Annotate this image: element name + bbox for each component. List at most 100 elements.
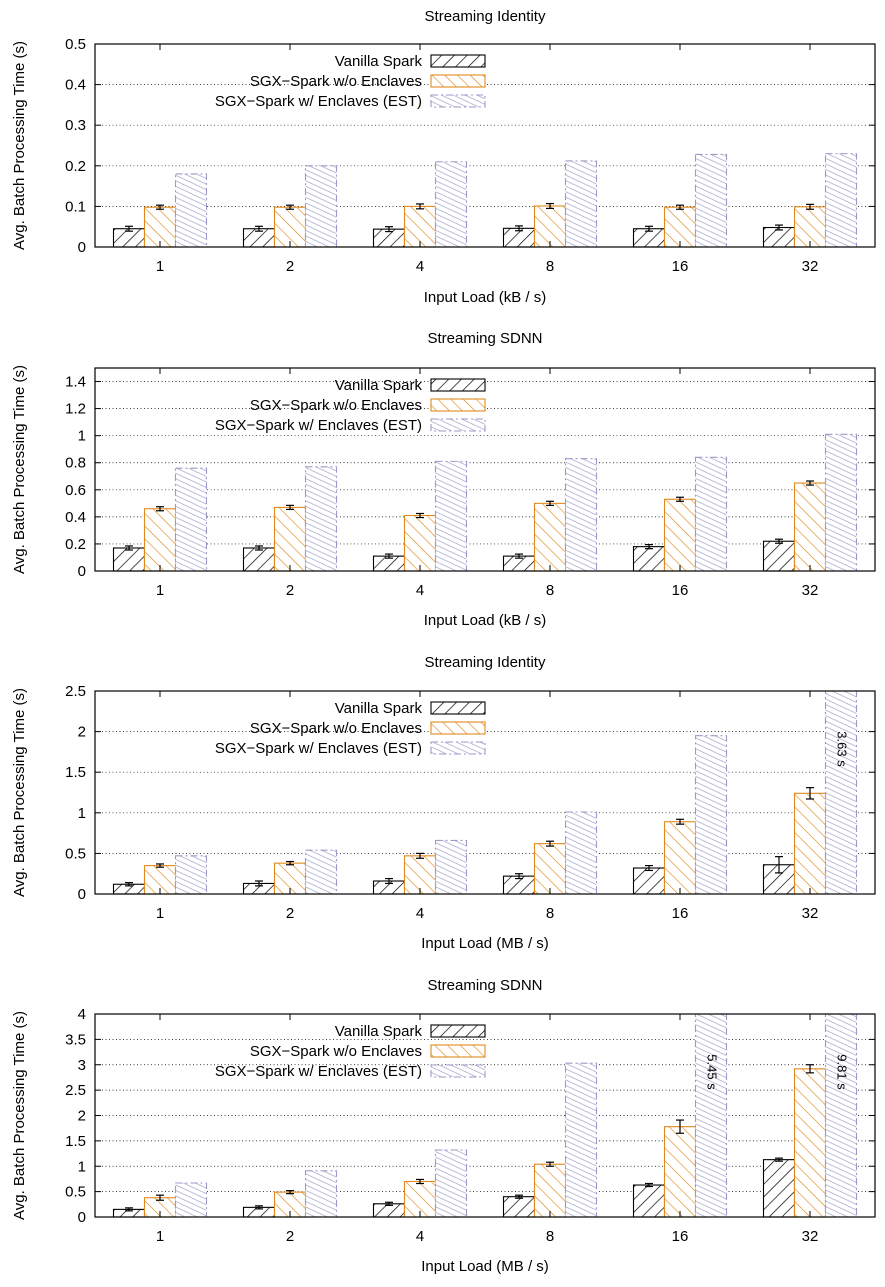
y-tick-label: 0.3: [65, 117, 86, 134]
y-tick-label: 0: [78, 1209, 86, 1226]
bar-sgx-no-enclave-16: [663, 1126, 697, 1218]
error-bar-sgx-no-enclave-8: [546, 202, 554, 210]
y-tick-label: 0: [78, 563, 86, 580]
x-tick-label: 32: [802, 1228, 819, 1245]
plot-frame: [94, 367, 876, 572]
bar-sgx-enclave-16: [694, 1013, 728, 1218]
error-bar-vanilla-16: [645, 864, 653, 872]
x-tick-label: 1: [156, 1228, 164, 1245]
bar-sgx-no-enclave-1: [143, 508, 177, 572]
bar-sgx-no-enclave-8: [533, 843, 567, 895]
error-bar-vanilla-16: [645, 1182, 653, 1188]
legend-label-vanilla: Vanilla Spark: [335, 377, 423, 394]
bar-sgx-enclave-32: [824, 690, 858, 895]
bar-sgx-enclave-8: [564, 1062, 598, 1218]
legend: Vanilla Spark SGX−Spark w/o Enclaves SGX−S…: [215, 1023, 486, 1080]
error-bar-sgx-no-enclave-4: [416, 1178, 424, 1185]
bar-sgx-enclave-1: [174, 1182, 208, 1218]
error-bar-sgx-no-enclave-2: [286, 1190, 294, 1195]
error-bar-vanilla-2: [255, 1205, 263, 1210]
bar-vanilla-2: [242, 547, 276, 572]
y-axis-label: Avg. Batch Processing Time (s): [11, 688, 28, 897]
error-bar-sgx-no-enclave-1: [156, 506, 164, 512]
y-tick-label: 0.4: [65, 77, 86, 94]
error-bar-vanilla-1: [125, 1207, 133, 1212]
legend-swatch-sgx-no-enclave: [430, 74, 486, 88]
x-axis-label: Input Load (MB / s): [421, 1258, 549, 1275]
y-axis-label: Avg. Batch Processing Time (s): [11, 1011, 28, 1220]
error-bar-sgx-no-enclave-4: [416, 512, 424, 519]
bar-sgx-no-enclave-16: [663, 821, 697, 895]
legend-label-sgx-no-enclave: SGX−Spark w/o Enclaves: [250, 397, 422, 414]
error-bar-vanilla-4: [385, 226, 393, 233]
bar-sgx-enclave-8: [564, 160, 598, 248]
bar-sgx-enclave-4: [434, 1149, 468, 1218]
legend: Vanilla Spark SGX−Spark w/o Enclaves SGX−S…: [215, 53, 486, 110]
bar-sgx-enclave-32: [824, 433, 858, 572]
error-bar-sgx-no-enclave-1: [156, 204, 164, 210]
bar-sgx-enclave-1: [174, 173, 208, 248]
x-tick-label: 8: [546, 1228, 554, 1245]
y-tick-label: 4: [78, 1006, 86, 1023]
chart-title: Streaming Identity: [425, 8, 546, 25]
chart-title: Streaming SDNN: [427, 330, 542, 347]
x-tick-label: 8: [546, 905, 554, 922]
y-tick-label: 0.2: [65, 536, 86, 553]
bar-sgx-enclave-1: [174, 855, 208, 895]
chart-panel-3: 1 2 4 8 16 32 3.63 s 0 0.5 1 1.5 2 2.5 Streaming Iden…: [11, 654, 876, 952]
y-tick-label: 0.5: [65, 845, 86, 862]
error-bar-sgx-no-enclave-16: [676, 818, 684, 825]
legend: Vanilla Spark SGX−Spark w/o Enclaves SGX−S…: [215, 700, 486, 757]
x-tick-label: 4: [416, 1228, 424, 1245]
bar-sgx-enclave-32: [824, 1013, 858, 1218]
legend-label-vanilla: Vanilla Spark: [335, 53, 423, 70]
y-axis-label: Avg. Batch Processing Time (s): [11, 41, 28, 250]
x-tick-label: 32: [802, 258, 819, 275]
y-tick-label: 3: [78, 1057, 86, 1074]
error-bar-sgx-no-enclave-1: [156, 863, 164, 868]
legend-label-sgx-no-enclave: SGX−Spark w/o Enclaves: [250, 73, 422, 90]
bar-sgx-no-enclave-4: [403, 205, 437, 248]
y-tick-label: 2: [78, 724, 86, 741]
legend-swatch-sgx-enclave: [430, 741, 486, 755]
plot-frame: [94, 1013, 876, 1218]
bar-sgx-enclave-2: [304, 466, 338, 572]
bar-sgx-enclave-16: [694, 735, 728, 895]
x-tick-label: 16: [672, 905, 689, 922]
bar-sgx-enclave-4: [434, 839, 468, 895]
bar-sgx-enclave-16: [694, 153, 728, 248]
y-tick-label: 0.6: [65, 482, 86, 499]
y-tick-label: 0.4: [65, 509, 86, 526]
x-tick-label: 16: [672, 1228, 689, 1245]
bar-sgx-no-enclave-4: [403, 514, 437, 572]
chart-panel-1: 1 2 4 8 16 32 0 0.1 0.2 0.3 0.4 0.5 Streaming Identi…: [11, 8, 876, 306]
x-tick-label: 32: [802, 905, 819, 922]
error-bar-sgx-no-enclave-2: [286, 860, 294, 866]
error-bar-sgx-no-enclave-16: [676, 204, 684, 210]
error-bar-vanilla-8: [515, 225, 523, 232]
chart-panel-2: 1 2 4 8 16 32 0 0.2 0.4 0.6 0.8 1 1.2 1.4 Streaming SD…: [11, 330, 876, 629]
bar-sgx-enclave-4: [434, 460, 468, 572]
error-bar-sgx-no-enclave-16: [676, 1119, 684, 1134]
x-tick-label: 4: [416, 905, 424, 922]
bar-vanilla-1: [112, 547, 146, 572]
bar-sgx-no-enclave-32: [793, 206, 827, 248]
error-bar-vanilla-8: [515, 1194, 523, 1199]
bar-vanilla-16: [632, 546, 666, 572]
error-bar-sgx-no-enclave-2: [286, 504, 294, 511]
x-tick-label: 1: [156, 258, 164, 275]
y-tick-label: 0: [78, 239, 86, 256]
legend-swatch-vanilla: [430, 378, 486, 392]
legend-swatch-sgx-no-enclave: [430, 721, 486, 735]
error-bar-vanilla-8: [515, 553, 523, 559]
bar-vanilla-32: [762, 540, 796, 572]
legend-swatch-sgx-enclave: [430, 1064, 486, 1078]
x-tick-label: 8: [546, 258, 554, 275]
legend-label-sgx-enclave: SGX−Spark w/ Enclaves (EST): [215, 740, 422, 757]
error-bar-sgx-no-enclave-1: [156, 1194, 164, 1201]
plot-frame: [94, 43, 876, 248]
error-bar-vanilla-4: [385, 877, 393, 885]
error-bar-vanilla-2: [255, 225, 263, 232]
x-tick-label: 1: [156, 905, 164, 922]
bar-vanilla-32: [762, 1159, 796, 1218]
